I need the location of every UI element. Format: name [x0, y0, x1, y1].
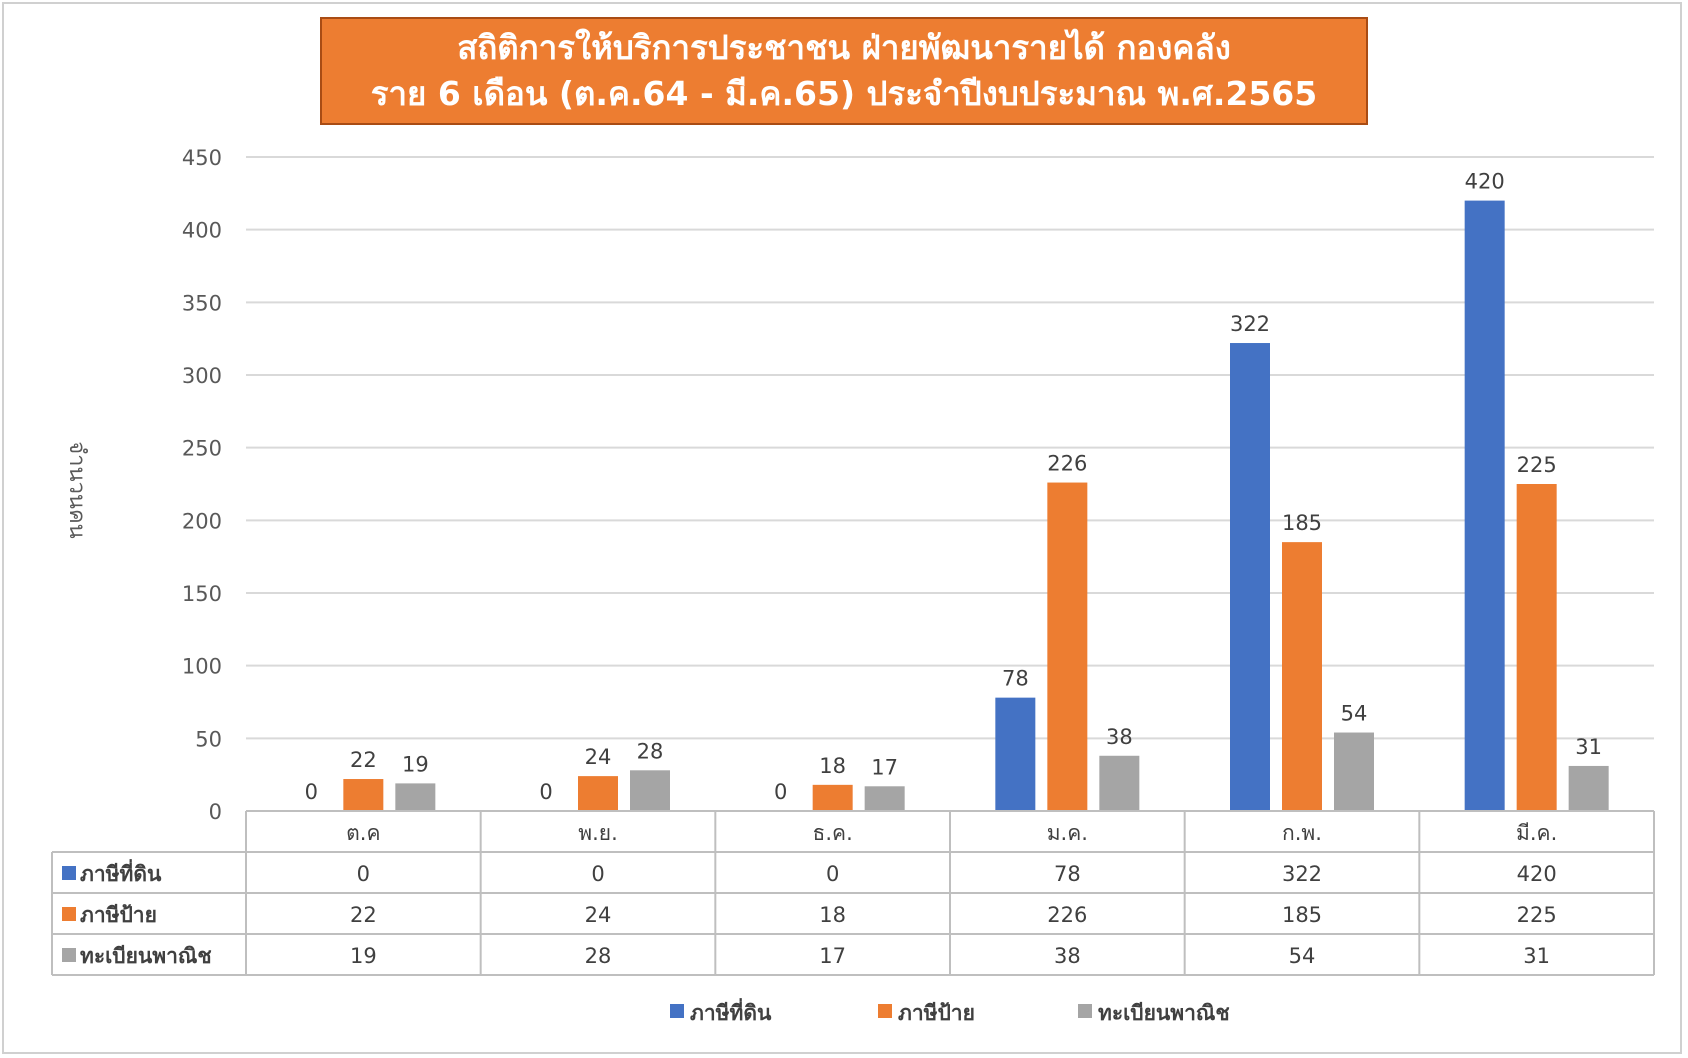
- bar: [995, 697, 1036, 811]
- data-label: 225: [1517, 453, 1557, 477]
- category-label: ธ.ค.: [813, 821, 853, 845]
- data-label: 185: [1282, 511, 1322, 535]
- data-label: 0: [539, 780, 552, 804]
- category-label: มี.ค.: [1516, 821, 1557, 845]
- bar: [1568, 765, 1609, 811]
- table-cell: 0: [826, 862, 839, 886]
- chart-title-line-2: ราย 6 เดือน (ต.ค.64 - มี.ค.65) ประจำปีงบ…: [370, 74, 1318, 113]
- legend-swatch: [670, 1004, 684, 1018]
- bar: [812, 784, 853, 811]
- table-cell: 18: [819, 903, 846, 927]
- y-axis-ticks: 0 50 100 150 200 250 300 350 400 450: [182, 146, 222, 824]
- y-tick-label: 400: [182, 219, 222, 243]
- bar: [1230, 343, 1270, 811]
- y-tick-label: 450: [182, 146, 222, 170]
- table-series-name: ทะเบียนพาณิช: [80, 944, 212, 968]
- data-label: 31: [1575, 735, 1602, 759]
- chart-title-line-1: สถิติการให้บริการประชาชน ฝ่ายพัฒนารายได้…: [457, 28, 1231, 67]
- table-cell: 225: [1517, 903, 1557, 927]
- bar: [1099, 755, 1140, 811]
- data-label: 24: [585, 745, 612, 769]
- bar: [630, 770, 670, 811]
- data-label: 28: [637, 739, 664, 763]
- data-label: 226: [1047, 452, 1087, 476]
- table-cell: 420: [1517, 862, 1557, 886]
- table-cell: 226: [1047, 903, 1087, 927]
- table-cell: 78: [1054, 862, 1081, 886]
- table-cell: 0: [591, 862, 604, 886]
- data-label: 78: [1002, 667, 1029, 691]
- data-label: 54: [1341, 702, 1368, 726]
- y-axis-label: จำนวนคน: [64, 441, 89, 538]
- y-tick-label: 250: [182, 437, 222, 461]
- data-label: 17: [871, 755, 898, 779]
- bar: [578, 776, 618, 811]
- bar: [1464, 200, 1505, 812]
- table-cell: 22: [350, 903, 377, 927]
- data-table: ต.ค พ.ย. ธ.ค. ม.ค. ก.พ. มี.ค. ภาษีที่ดิน 0 0 0 78 3…: [51, 810, 1655, 976]
- legend: ภาษีที่ดิน ภาษีป้าย ทะเบียนพาณิช: [670, 997, 1230, 1025]
- y-tick-label: 200: [182, 509, 222, 533]
- category-label: ม.ค.: [1047, 821, 1088, 845]
- table-cell: 38: [1054, 944, 1081, 968]
- table-cell: 54: [1289, 944, 1316, 968]
- bar: [395, 783, 436, 811]
- table-cell: 24: [585, 903, 612, 927]
- y-tick-label: 150: [182, 582, 222, 606]
- category-label: ก.พ.: [1282, 821, 1322, 845]
- y-tick-label: 300: [182, 364, 222, 388]
- y-tick-label: 0: [209, 800, 222, 824]
- legend-label: ภาษีที่ดิน: [690, 997, 772, 1025]
- data-label: 0: [774, 780, 787, 804]
- y-tick-label: 350: [182, 291, 222, 315]
- bar: [1334, 732, 1374, 811]
- table-cell: 19: [350, 944, 377, 968]
- data-label: 0: [305, 780, 318, 804]
- legend-swatch: [878, 1004, 892, 1018]
- table-series-name: ภาษีป้าย: [80, 903, 157, 927]
- table-cell: 0: [357, 862, 370, 886]
- table-cell: 28: [585, 944, 612, 968]
- table-cell: 17: [819, 944, 846, 968]
- table-legend-key: [62, 866, 76, 880]
- data-labels: 0 0 0 78 322 420 22 24 18 226 185 225 19 28 17 38 54 31: [305, 170, 1602, 804]
- table-legend-key: [62, 907, 76, 921]
- data-label: 19: [402, 752, 429, 776]
- table-cell: 31: [1523, 944, 1550, 968]
- bar: [1282, 542, 1322, 811]
- y-tick-label: 100: [182, 655, 222, 679]
- bar: [1047, 482, 1088, 811]
- data-label: 18: [819, 754, 846, 778]
- legend-label: ภาษีป้าย: [898, 1001, 975, 1025]
- legend-swatch: [1078, 1004, 1092, 1018]
- data-label: 38: [1106, 725, 1133, 749]
- bar: [864, 786, 905, 811]
- table-cell: 322: [1282, 862, 1322, 886]
- gridlines: [246, 156, 1654, 740]
- chart-title-box: สถิติการให้บริการประชาชน ฝ่ายพัฒนารายได้…: [320, 17, 1368, 125]
- table-legend-key: [62, 948, 76, 962]
- table-series-name: ภาษีที่ดิน: [80, 858, 162, 886]
- data-label: 322: [1230, 312, 1270, 336]
- data-label: 420: [1465, 170, 1505, 194]
- y-tick-label: 50: [195, 727, 222, 751]
- table-cell: 185: [1282, 903, 1322, 927]
- data-label: 22: [350, 748, 377, 772]
- legend-label: ทะเบียนพาณิช: [1098, 1001, 1230, 1025]
- bars: [343, 200, 1609, 812]
- category-label: พ.ย.: [578, 821, 618, 845]
- bar: [343, 779, 384, 811]
- bar: [1516, 484, 1557, 811]
- category-label: ต.ค: [346, 821, 380, 845]
